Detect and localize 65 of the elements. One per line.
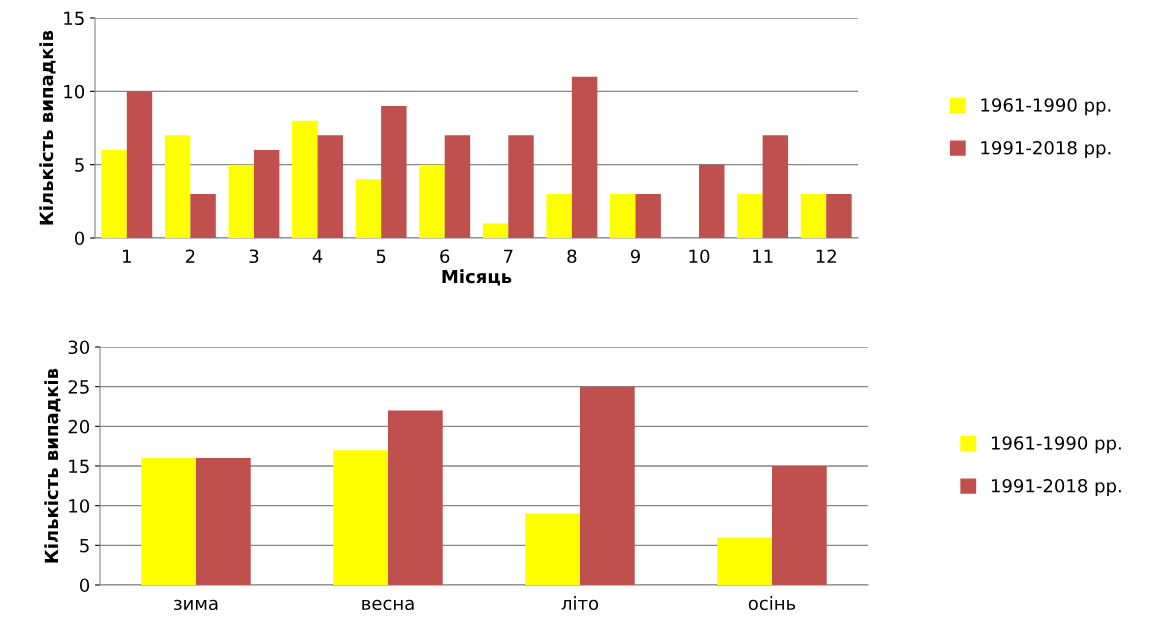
bar <box>737 194 763 238</box>
bar <box>717 537 772 585</box>
x-tick-label: 10 <box>689 249 710 264</box>
bar <box>546 194 572 238</box>
y-tick-label: 5 <box>75 158 84 172</box>
bar <box>762 135 789 238</box>
bar <box>317 135 343 238</box>
bar <box>772 466 827 585</box>
bar <box>292 120 318 238</box>
x-tick-label: 5 <box>376 249 386 264</box>
bar <box>508 135 534 238</box>
bar <box>190 194 216 238</box>
bar <box>826 194 852 238</box>
bar <box>388 410 443 585</box>
x-tick-label: 6 <box>440 249 450 264</box>
y-tick-label: 0 <box>79 578 90 593</box>
y-tick-label: 10 <box>69 499 90 513</box>
legend-label: 1961-1990 рр. <box>981 98 1111 116</box>
bar <box>196 458 251 585</box>
x-tick-label: 2 <box>185 249 195 263</box>
bar <box>228 164 254 238</box>
bar <box>525 513 580 585</box>
x-tick-label: літо <box>561 596 599 611</box>
bar <box>126 91 153 238</box>
legend-label: 1961-1990 рр. <box>991 436 1121 454</box>
bar <box>164 135 191 238</box>
bar <box>253 150 280 238</box>
bar <box>610 194 636 238</box>
y-axis-title: Кількість випадків <box>39 30 56 225</box>
x-axis-title: Місяць <box>442 269 512 286</box>
bar <box>800 194 827 238</box>
x-tick-label: 8 <box>567 249 577 264</box>
x-tick-label: 4 <box>312 249 323 263</box>
bar <box>355 179 382 238</box>
x-tick-label: 1 <box>123 249 131 263</box>
x-tick-label: весна <box>362 599 414 611</box>
bar <box>333 450 388 585</box>
bar <box>444 135 471 238</box>
bar <box>699 164 725 238</box>
bar <box>580 386 635 585</box>
y-tick-label: 0 <box>74 231 85 246</box>
x-tick-label: 9 <box>630 249 640 264</box>
legend-label: 1991-2018 рр. <box>991 478 1121 497</box>
x-tick-label: 12 <box>816 249 836 263</box>
bar <box>635 194 661 238</box>
legend-label: 1991-2018 рр. <box>981 140 1111 159</box>
y-tick-label: 15 <box>69 459 89 474</box>
x-tick-label: осінь <box>748 596 796 611</box>
bar <box>381 106 407 238</box>
bar <box>101 150 127 238</box>
y-axis-title: Кількість випадків <box>44 368 61 563</box>
y-tick-label: 5 <box>80 539 89 553</box>
y-tick-label: 10 <box>64 84 85 99</box>
y-tick-label: 15 <box>64 11 84 26</box>
y-tick-label: 25 <box>68 380 89 394</box>
bar <box>482 223 509 238</box>
x-tick-label: 7 <box>504 249 513 263</box>
x-tick-label: зима <box>174 599 218 611</box>
bar <box>571 76 598 238</box>
y-tick-label: 20 <box>68 419 90 434</box>
bar <box>419 164 445 238</box>
x-tick-label: 3 <box>249 249 259 264</box>
bar <box>141 458 196 585</box>
x-tick-label: 11 <box>753 249 773 263</box>
y-tick-label: 30 <box>68 340 90 355</box>
